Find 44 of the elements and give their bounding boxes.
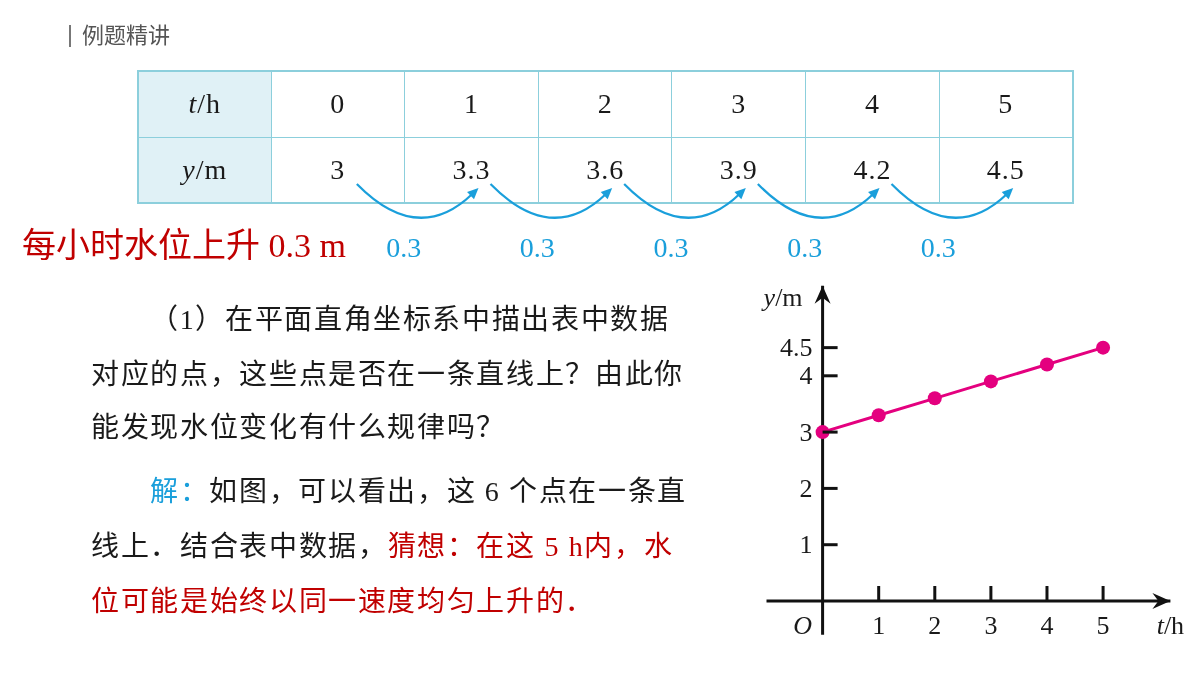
data-label: 2 (597, 88, 613, 120)
text: 0.3 (653, 232, 689, 263)
x-tick-label: 3 (984, 610, 998, 640)
text: 0.3 (787, 232, 823, 263)
y-tick-label: 3 (799, 417, 813, 447)
y-tick-label: 4 (799, 361, 813, 391)
x-tick-label: 1 (872, 610, 886, 640)
text: 对应的点，这些点是否在一条直线上？由此你 (91, 359, 684, 390)
x-axis-title: t/h (1156, 610, 1185, 640)
data-label: 5 (998, 88, 1014, 120)
y-tick-label: 2 (799, 473, 813, 503)
text: （1）在平面直角坐标系中描出表中数据 (150, 304, 670, 335)
text: 0.3 (920, 232, 956, 263)
y-tick-label: 1 (799, 530, 813, 560)
chart-title: 例题精讲 (82, 23, 170, 48)
data-label: 4.2 (853, 153, 892, 185)
text: 猜想：在这 5 h内，水 (387, 531, 674, 562)
point (1039, 357, 1054, 372)
data-label: 3.3 (452, 153, 491, 185)
x-tick-label: 4 (1040, 610, 1054, 640)
text: 线上．结合表中数据， (91, 531, 388, 562)
text: 0.3 (386, 232, 422, 263)
data-label: 0 (330, 88, 346, 120)
text: 位可能是始终以同一速度均匀上升的． (91, 586, 596, 617)
data-label: 3 (731, 88, 747, 120)
point (1096, 340, 1111, 355)
text: 0.3 (519, 232, 555, 263)
text: 能发现水位变化有什么规律吗？ (91, 412, 507, 443)
annotation: O (793, 610, 813, 640)
point (871, 408, 886, 423)
text: 解： (150, 476, 210, 507)
x-tick-label: 5 (1096, 610, 1110, 640)
data-label: 4 (864, 88, 880, 120)
data-label: 3 (330, 153, 346, 185)
point (927, 391, 942, 406)
y-tick-label: 4.5 (780, 333, 813, 363)
data-label: 3.9 (719, 153, 758, 185)
text: 如图，可以看出，这 6 个点在一条直 (209, 476, 688, 507)
data-label: 4.5 (986, 153, 1025, 185)
x-tick-label: 2 (928, 610, 942, 640)
data-label: 1 (463, 88, 479, 120)
point (983, 374, 998, 389)
data-label: 3.6 (586, 153, 625, 185)
text: 每小时水位上升 0.3 m (22, 227, 346, 264)
